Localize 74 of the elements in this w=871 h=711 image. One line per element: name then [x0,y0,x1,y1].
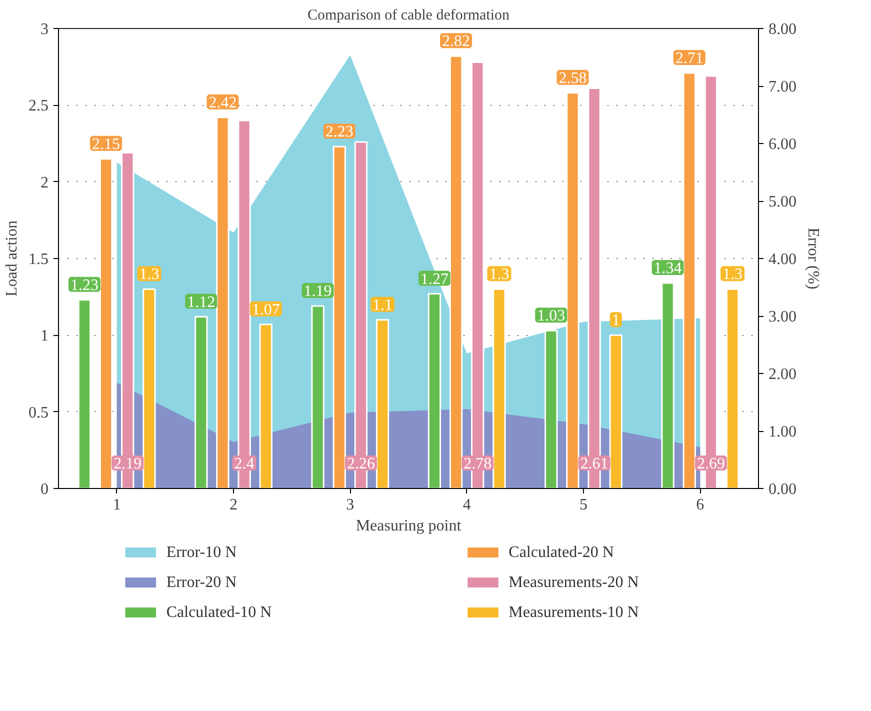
data-label: 1.3 [139,266,160,284]
y2-tick-label: 2.00 [768,366,796,383]
data-label: 1.27 [420,270,448,288]
y2-tick-label: 4.00 [768,251,796,268]
x-tick-label: 2 [230,496,238,514]
bar [194,316,208,488]
y2-tick-label: 8.00 [768,21,796,38]
y-axis-title: Load action [4,220,20,296]
y-tick-label: 1.5 [28,251,48,268]
data-label: 2.78 [464,456,492,472]
data-label: 2.61 [580,456,608,472]
bar [142,288,156,488]
data-label: 1 [612,312,620,330]
data-label: 2.71 [675,50,704,67]
bar [726,288,740,488]
bar [78,299,92,488]
data-label: 2.4 [234,456,254,472]
data-label: 1.23 [70,276,98,294]
data-label: 2.82 [442,33,470,50]
bar [661,282,674,488]
legend-label: Measurements-10 N [508,604,640,621]
chart-title: Comparison of cable deformation [307,8,510,24]
y2-tick-label: 6.00 [768,136,796,153]
data-label: 2.26 [346,456,375,472]
bar [544,330,558,488]
y2-tick-label: 3.00 [768,308,796,326]
data-label: 2.15 [92,136,120,153]
bar [99,158,113,488]
y-tick-label: 1 [40,328,48,345]
data-label: 2.58 [558,70,587,87]
bar [311,305,324,488]
legend-label: Error-20 N [166,574,238,591]
y-tick-label: 0.5 [28,404,48,422]
legend-label: Calculated-10 N [166,604,272,621]
data-label: 2.69 [696,456,725,472]
y2-axis-title: Error (%) [804,228,822,290]
x-axis-title: Measuring point [356,518,462,534]
data-label: 1.1 [372,296,393,314]
legend-label: Error-10 N [166,544,238,561]
y-tick-label: 2.5 [28,98,48,115]
data-label: 1.19 [304,283,332,300]
y-tick-label: 3 [40,21,48,38]
legend-label: Calculated-20 N [508,544,614,561]
data-label: 1.34 [654,260,682,278]
y2-tick-label: 7.00 [768,78,796,96]
data-label: 1.07 [252,301,280,318]
bar [449,55,463,488]
data-label: 1.03 [537,308,566,325]
x-tick-label: 5 [580,496,588,514]
bar [492,288,506,488]
data-label: 1.3 [722,266,743,284]
x-tick-label: 3 [346,496,354,514]
data-label: 1.12 [187,294,216,311]
legend-label: Measurements-20 N [508,574,640,591]
y2-tick-label: 0.00 [768,481,796,498]
bar [428,293,442,488]
data-label: 2.42 [208,94,237,112]
y2-tick-label: 5.00 [768,194,796,210]
y-tick-label: 0 [40,481,48,498]
x-tick-label: 6 [696,496,704,514]
bar [566,92,580,488]
x-tick-label: 4 [462,496,471,514]
y-tick-label: 2 [40,174,48,192]
bar [216,116,230,488]
data-label: 2.19 [114,456,142,472]
bar [682,72,696,488]
bar [609,334,622,488]
bar [259,324,272,488]
bar [376,319,390,488]
bar [332,146,346,488]
x-tick-label: 1 [112,496,121,514]
y2-tick-label: 1.00 [768,424,796,440]
data-label: 2.23 [325,124,354,141]
data-label: 1.3 [489,266,510,284]
